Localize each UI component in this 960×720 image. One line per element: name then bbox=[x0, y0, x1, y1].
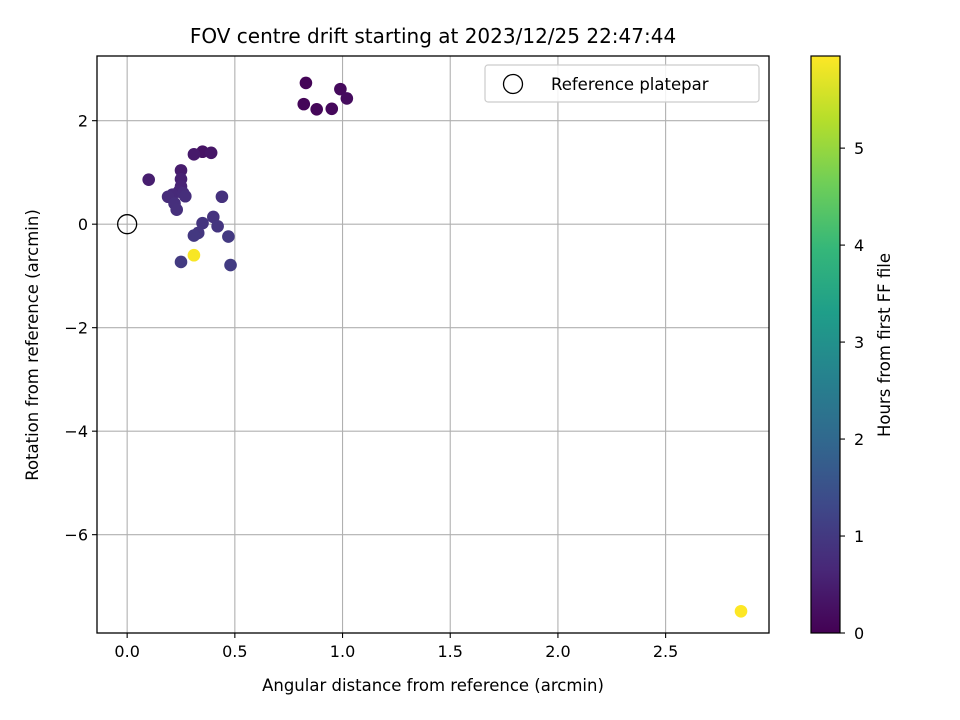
data-point bbox=[325, 102, 339, 116]
data-point bbox=[174, 255, 188, 269]
legend-marker-icon bbox=[502, 73, 524, 95]
x-tick-label: 0.5 bbox=[222, 642, 247, 661]
colorbar-tick-label: 5 bbox=[854, 139, 864, 158]
data-point bbox=[211, 219, 224, 233]
reference-marker-layer bbox=[117, 214, 138, 235]
data-point bbox=[142, 173, 155, 186]
colorbar: 0 1 2 3 4 5 Hours from first FF file bbox=[810, 55, 894, 643]
y-axis-label: Rotation from reference (arcmin) bbox=[23, 209, 42, 481]
legend: Reference platepar bbox=[484, 64, 760, 103]
colorbar-tick-label: 1 bbox=[854, 527, 864, 546]
data-point bbox=[224, 258, 237, 272]
data-point bbox=[297, 97, 311, 111]
data-point bbox=[170, 203, 183, 216]
chart-title: FOV centre drift starting at 2023/12/25 … bbox=[190, 24, 676, 48]
data-point bbox=[334, 82, 347, 96]
data-point bbox=[310, 103, 323, 116]
x-tick-label: 1.5 bbox=[438, 642, 463, 661]
legend-label: Reference platepar bbox=[551, 75, 709, 94]
reference-platepar-marker bbox=[117, 214, 138, 235]
data-point bbox=[299, 76, 313, 90]
data-point bbox=[187, 229, 201, 242]
plot-frame bbox=[96, 55, 770, 634]
y-tick-label: 2 bbox=[78, 112, 88, 131]
data-point bbox=[196, 216, 209, 230]
colorbar-label: Hours from first FF file bbox=[875, 253, 894, 437]
y-tick-label: 0 bbox=[78, 215, 88, 234]
y-axis-ticks: 2 0 −2 −4 −6 bbox=[64, 112, 97, 545]
data-point bbox=[340, 92, 354, 105]
data-point bbox=[215, 190, 229, 204]
x-axis-ticks: 0.0 0.5 1.0 1.5 2.0 2.5 bbox=[114, 633, 678, 661]
data-point bbox=[174, 164, 188, 177]
colorbar-tick-label: 2 bbox=[854, 430, 864, 449]
data-point bbox=[179, 189, 192, 203]
y-tick-label: −6 bbox=[64, 526, 88, 545]
y-tick-label: −2 bbox=[64, 319, 88, 338]
colorbar-tick-label: 0 bbox=[854, 624, 864, 643]
x-tick-label: 2.0 bbox=[545, 642, 570, 661]
data-point bbox=[187, 248, 201, 262]
data-point bbox=[222, 230, 235, 243]
data-point bbox=[204, 146, 218, 160]
colorbar-tick-label: 4 bbox=[854, 236, 864, 255]
x-tick-label: 0.0 bbox=[114, 642, 139, 661]
colorbar-tick-label: 3 bbox=[854, 333, 864, 352]
data-point bbox=[734, 604, 748, 618]
colorbar-gradient bbox=[810, 55, 841, 634]
data-points bbox=[142, 76, 748, 618]
x-tick-label: 1.0 bbox=[330, 642, 355, 661]
y-tick-label: −4 bbox=[64, 422, 88, 441]
x-tick-label: 2.5 bbox=[653, 642, 678, 661]
x-axis-label: Angular distance from reference (arcmin) bbox=[262, 676, 604, 695]
data-point bbox=[187, 148, 201, 161]
legend-box bbox=[484, 64, 760, 103]
grid-lines bbox=[97, 56, 769, 633]
colorbar-ticks: 0 1 2 3 4 5 bbox=[840, 139, 864, 643]
